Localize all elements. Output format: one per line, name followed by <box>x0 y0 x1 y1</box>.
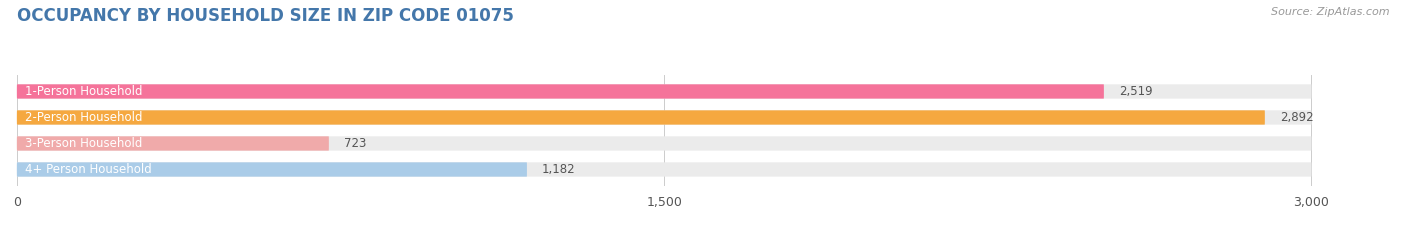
Text: Source: ZipAtlas.com: Source: ZipAtlas.com <box>1271 7 1389 17</box>
FancyBboxPatch shape <box>17 84 1312 99</box>
Text: OCCUPANCY BY HOUSEHOLD SIZE IN ZIP CODE 01075: OCCUPANCY BY HOUSEHOLD SIZE IN ZIP CODE … <box>17 7 513 25</box>
Text: 4+ Person Household: 4+ Person Household <box>25 163 152 176</box>
Text: 1,182: 1,182 <box>543 163 575 176</box>
Text: 2-Person Household: 2-Person Household <box>25 111 142 124</box>
Text: 723: 723 <box>344 137 367 150</box>
FancyBboxPatch shape <box>17 110 1265 125</box>
FancyBboxPatch shape <box>17 162 1312 177</box>
FancyBboxPatch shape <box>17 110 1312 125</box>
Text: 1-Person Household: 1-Person Household <box>25 85 142 98</box>
Text: 2,519: 2,519 <box>1119 85 1153 98</box>
Text: 2,892: 2,892 <box>1279 111 1313 124</box>
FancyBboxPatch shape <box>17 162 527 177</box>
FancyBboxPatch shape <box>17 84 1104 99</box>
FancyBboxPatch shape <box>17 136 329 151</box>
Text: 3-Person Household: 3-Person Household <box>25 137 142 150</box>
FancyBboxPatch shape <box>17 136 1312 151</box>
